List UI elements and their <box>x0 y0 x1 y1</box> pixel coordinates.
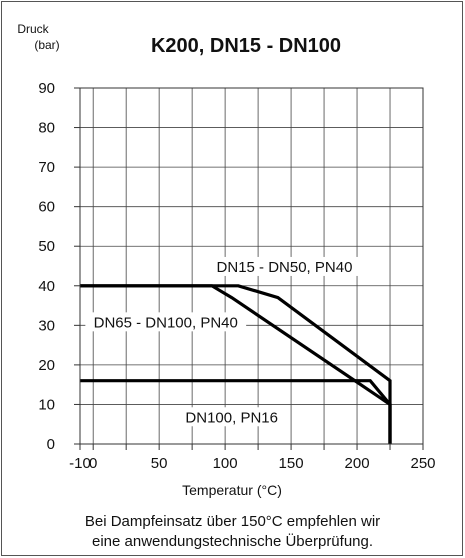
y-axis-label-line2: (bar) <box>34 38 59 52</box>
annotation-1: DN15 - DN50, PN40 <box>208 256 361 276</box>
y-tick-label: 60 <box>38 199 55 216</box>
footnote: Bei Dampfeinsatz über 150°C empfehlen wi… <box>0 512 465 552</box>
y-tick-label: 20 <box>38 357 55 374</box>
annotation-2: DN65 - DN100, PN40 <box>85 312 247 332</box>
y-tick-label: 40 <box>38 278 55 295</box>
footnote-line2: eine anwendungstechnische Überprüfung. <box>91 533 374 550</box>
annotations: DN15 - DN50, PN40 DN65 - DN100, PN40 DN100… <box>85 256 361 427</box>
annotation-background <box>208 256 361 276</box>
x-tick-label: 100 <box>213 455 238 472</box>
x-tick-label: 50 <box>151 455 168 472</box>
y-tick-label: 90 <box>38 80 55 97</box>
series-line-3 <box>80 379 392 444</box>
series-lines <box>80 284 392 444</box>
x-tick-label: 200 <box>345 455 370 472</box>
y-tick-label: 70 <box>38 159 55 176</box>
x-tick-label: 150 <box>279 455 304 472</box>
annotation-label: DN15 - DN50, PN40 <box>217 259 353 276</box>
annotation-background <box>85 312 247 332</box>
x-tick-label: 0 <box>89 455 97 472</box>
chart-title: K200, DN15 - DN100 <box>151 35 341 57</box>
y-axis-label-line1: Druck <box>17 22 49 36</box>
y-tick-label: 0 <box>47 436 55 453</box>
annotation-label: DN65 - DN100, PN40 <box>94 314 238 331</box>
y-tick-label: 80 <box>38 120 55 137</box>
annotation-background <box>181 407 283 427</box>
x-tick-label: 250 <box>410 455 435 472</box>
footnote-line1: Bei Dampfeinsatz über 150°C empfehlen wi… <box>84 513 381 530</box>
x-tick-label: -10 <box>69 455 91 472</box>
y-tick-label: 50 <box>38 238 55 255</box>
annotation-label: DN100, PN16 <box>185 409 278 426</box>
y-tick-label: 30 <box>38 317 55 334</box>
x-axis-label: Temperatur (°C) <box>182 482 282 498</box>
y-tick-label: 10 <box>38 396 55 413</box>
annotation-3: DN100, PN16 <box>181 407 283 427</box>
plot-border <box>79 87 424 445</box>
